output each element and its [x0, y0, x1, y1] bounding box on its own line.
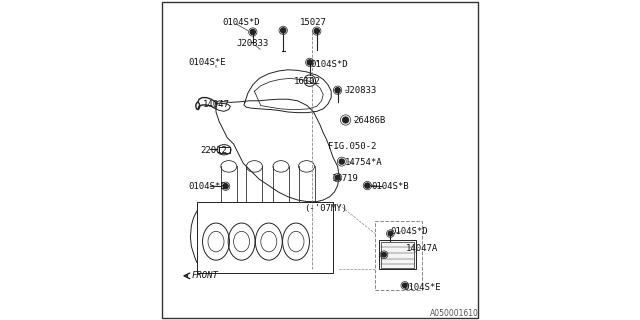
Circle shape — [250, 29, 255, 35]
Text: 0104S*D: 0104S*D — [310, 60, 348, 68]
Circle shape — [403, 283, 407, 288]
Circle shape — [365, 183, 370, 188]
Text: 0104S*B: 0104S*B — [189, 182, 226, 191]
Text: J20833: J20833 — [345, 86, 377, 95]
Bar — [381, 242, 415, 268]
Text: 14754*A: 14754*A — [346, 158, 383, 167]
Circle shape — [388, 231, 393, 236]
Circle shape — [223, 184, 228, 189]
Bar — [380, 240, 416, 269]
Text: 14047A: 14047A — [406, 244, 438, 253]
Circle shape — [280, 28, 285, 33]
Circle shape — [314, 28, 319, 34]
Circle shape — [339, 159, 344, 164]
Circle shape — [335, 88, 340, 93]
Text: 16102: 16102 — [294, 77, 321, 86]
Circle shape — [381, 252, 387, 257]
Text: J20833: J20833 — [237, 39, 269, 48]
Bar — [219, 147, 230, 153]
Text: A050001610: A050001610 — [429, 309, 479, 318]
Text: 0104S*B: 0104S*B — [371, 182, 408, 191]
Text: 15027: 15027 — [300, 18, 326, 27]
Text: 0104S*D: 0104S*D — [223, 18, 260, 27]
Text: 0104S*D: 0104S*D — [390, 227, 428, 236]
Text: 26486B: 26486B — [353, 116, 386, 125]
Text: 0104S*E: 0104S*E — [403, 283, 440, 292]
Text: 0104S*E: 0104S*E — [189, 58, 226, 67]
Text: FIG.050-2: FIG.050-2 — [328, 142, 376, 151]
Circle shape — [343, 117, 349, 123]
Text: 22012: 22012 — [200, 146, 227, 155]
Text: 14719: 14719 — [332, 174, 359, 183]
Circle shape — [335, 175, 340, 180]
Circle shape — [307, 60, 312, 65]
Text: FRONT: FRONT — [191, 271, 218, 280]
Text: (-'07MY): (-'07MY) — [304, 204, 348, 213]
Text: 14047: 14047 — [203, 100, 229, 108]
